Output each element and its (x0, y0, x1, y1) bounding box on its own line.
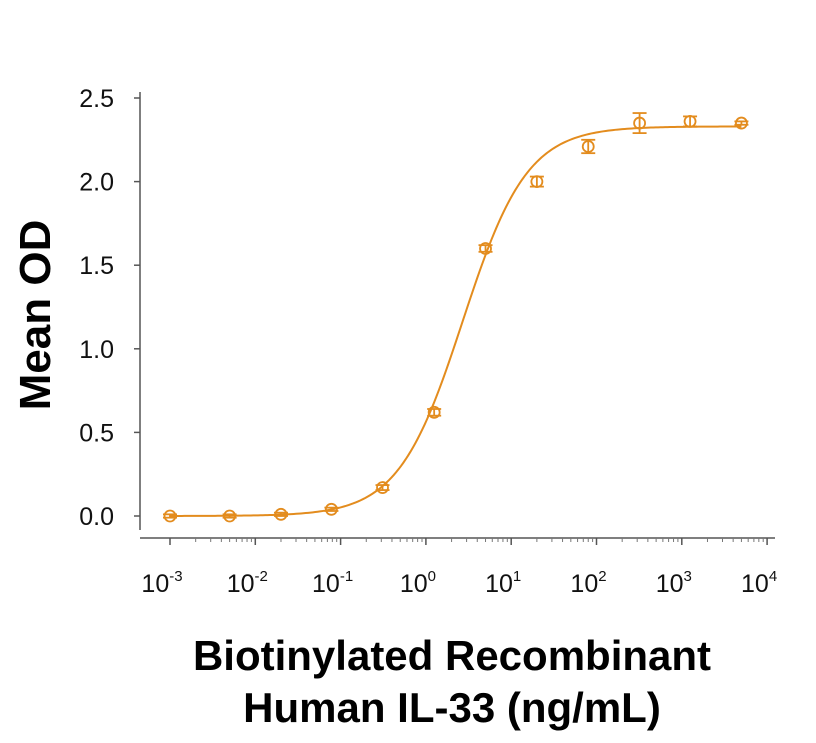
point-marker (581, 140, 595, 153)
point-marker (479, 242, 492, 255)
data-point (529, 175, 544, 189)
data-point (324, 502, 339, 516)
data-point (581, 138, 596, 155)
data-point (273, 507, 288, 521)
point-marker (683, 115, 697, 128)
data-point (163, 509, 177, 523)
point-marker (274, 507, 288, 521)
y-axis-label: Mean OD (11, 220, 60, 411)
point-marker (223, 509, 237, 523)
x-tick-label: 104 (741, 568, 777, 598)
fit-curve (169, 125, 742, 517)
x-tick-label: 103 (656, 568, 692, 598)
data-point (734, 116, 749, 130)
x-axis-label-line-1: Biotinylated Recombinant (193, 632, 711, 679)
point-marker (530, 175, 544, 189)
y-axis: 0.0 0.5 1.0 1.5 2.0 2.5 (79, 85, 141, 531)
data-points (163, 112, 749, 523)
point-marker (163, 509, 177, 523)
x-tick-label: 10-2 (227, 568, 268, 598)
data-point (222, 509, 237, 523)
x-ticks: 10-3 10-2 10-1 100 101 102 103 104 (141, 538, 777, 598)
x-tick-label: 10-3 (141, 568, 182, 598)
x-tick-label: 10-1 (312, 568, 353, 598)
y-tick-label: 0.5 (79, 419, 114, 447)
x-axis-label-line-2: Human IL-33 (ng/mL) (243, 684, 661, 731)
point-marker (324, 502, 338, 516)
x-axis: 10-3 10-2 10-1 100 101 102 103 104 (140, 537, 777, 598)
y-tick-label: 0.0 (79, 503, 114, 531)
data-point (632, 112, 647, 135)
point-marker (427, 405, 441, 419)
data-point (683, 115, 698, 128)
x-tick-label: 102 (570, 568, 606, 598)
x-tick-label: 100 (400, 568, 436, 598)
data-point (375, 481, 390, 494)
point-marker (735, 116, 748, 130)
y-tick-label: 2.5 (79, 85, 114, 113)
y-tick-label: 1.5 (79, 252, 114, 280)
x-tick-label: 101 (485, 568, 521, 598)
point-marker (633, 116, 646, 130)
y-tick-label: 2.0 (79, 169, 114, 197)
data-point (427, 405, 442, 419)
y-tick-label: 1.0 (79, 336, 114, 364)
point-marker (376, 481, 389, 494)
data-point (478, 242, 493, 255)
y-ticks: 0.0 0.5 1.0 1.5 2.0 2.5 (79, 85, 140, 531)
